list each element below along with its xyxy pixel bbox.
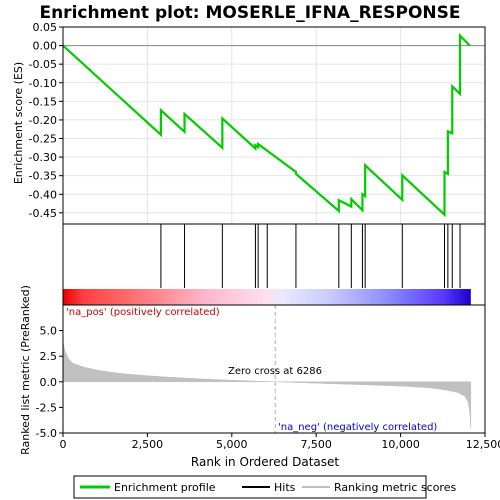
- legend-label-hits: Hits: [274, 481, 296, 494]
- metric-panel-frame: [62, 304, 486, 434]
- es-y-tick-label: -0.40: [29, 188, 57, 201]
- pos-correlated-label: 'na_pos' (positively correlated): [66, 307, 220, 318]
- x-tick-label: 10,000: [381, 438, 420, 451]
- es-y-tick-label: -0.05: [29, 58, 57, 71]
- es-y-tick-label: -0.30: [29, 151, 57, 164]
- metric-y-tick-label: 5.0: [40, 325, 58, 338]
- es-y-axis-label: Enrichment score (ES): [12, 62, 25, 184]
- es-panel: 0.05 0.00 -0.05 -0.10 -0.15 -0.20 -0.25 -0.30 -0…: [29, 21, 486, 225]
- metric-panel: -5.0 -2.5 0.0 2.5 5.0 0 2,500 5,000 7,500 10,000 1…: [36, 304, 500, 451]
- es-y-tick-label: -0.25: [29, 133, 57, 146]
- legend: Enrichment profile Hits Ranking metric s…: [73, 475, 456, 499]
- x-tick-label: 2,500: [132, 438, 164, 451]
- es-y-tick-label: -0.20: [29, 114, 57, 127]
- chart-title: Enrichment plot: MOSERLE_IFNA_RESPONSE: [39, 3, 460, 23]
- x-tick-label: 5,000: [216, 438, 248, 451]
- ranking-metric-area: [62, 341, 472, 429]
- es-y-tick-label: -0.45: [29, 207, 57, 220]
- rank-color-bar: [63, 289, 471, 305]
- metric-y-tick-label: -5.0: [36, 427, 57, 440]
- x-tick-label: 7,500: [300, 438, 332, 451]
- legend-label-metric: Ranking metric scores: [334, 481, 456, 494]
- metric-y-tick-label: 0.0: [40, 376, 58, 389]
- neg-correlated-label: 'na_neg' (negatively correlated): [278, 422, 437, 433]
- metric-y-tick-label: -2.5: [36, 401, 57, 414]
- enrichment-profile-line: [62, 32, 471, 218]
- es-y-tick-label: -0.10: [29, 77, 57, 90]
- x-axis-label: Rank in Ordered Dataset: [191, 455, 339, 469]
- x-tick-label: 0: [60, 438, 67, 451]
- hits-panel: [62, 223, 486, 306]
- legend-label-enrichment: Enrichment profile: [114, 481, 216, 494]
- es-y-tick-label: 0.00: [33, 40, 58, 53]
- metric-y-tick-label: 2.5: [40, 350, 58, 363]
- metric-y-axis-label: Ranked list metric (PreRanked): [19, 285, 32, 455]
- x-tick-label: 12,500: [466, 438, 500, 451]
- zero-cross-label: Zero cross at 6286: [228, 366, 322, 377]
- es-y-tick-label: -0.35: [29, 170, 57, 183]
- es-y-tick-label: 0.05: [33, 21, 58, 34]
- es-y-tick-label: -0.15: [29, 95, 57, 108]
